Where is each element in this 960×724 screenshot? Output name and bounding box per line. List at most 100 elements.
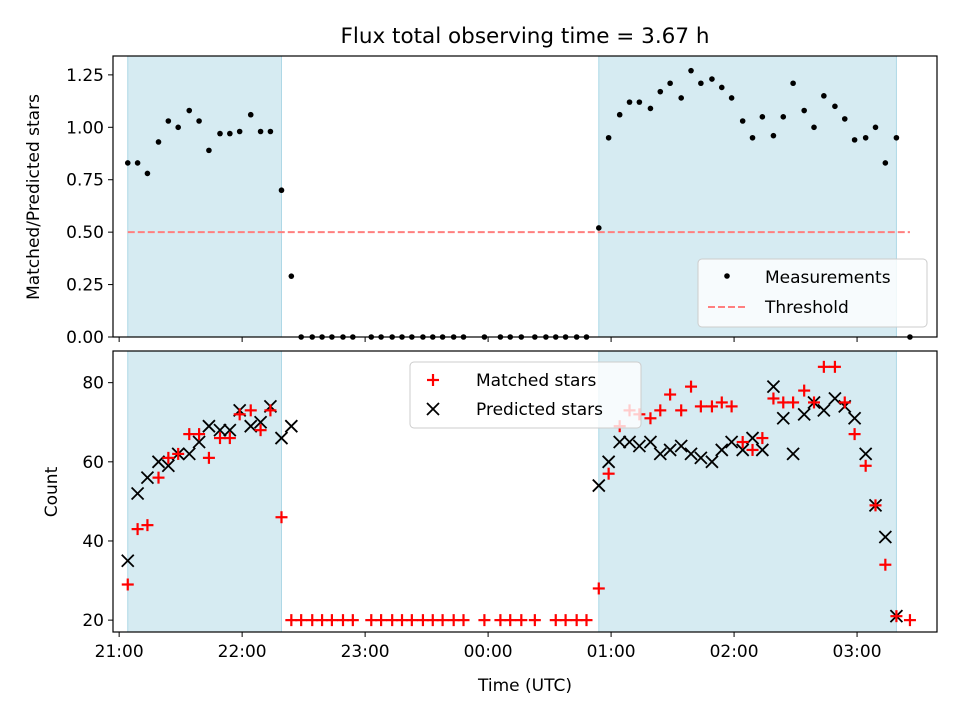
predicted-point-34 — [766, 379, 781, 394]
top-panel: 0.00 0.25 0.50 0.75 1.00 1.25 Matched/Predict… — [24, 55, 938, 348]
matched-point-51 — [685, 380, 698, 393]
matched-point-39 — [559, 614, 572, 627]
top-legend-box — [697, 258, 928, 328]
bottom-panel: 21:00 22:00 23:00 00:00 01:00 02:00 03:00 20 40… — [42, 350, 938, 696]
x-tick-label-2: 23:00 — [341, 642, 390, 662]
measurement-point-44 — [605, 134, 612, 141]
predicted-point-b — [766, 379, 781, 394]
matched-point-65 — [828, 360, 841, 373]
measurement-point-71 — [882, 160, 889, 166]
matched-point-3 — [152, 471, 165, 484]
x-tick-label-5: 02:00 — [710, 642, 759, 662]
top-y-tick-label-0: 0.00 — [66, 328, 104, 348]
measurement-point-1 — [134, 160, 141, 166]
predicted-point-36 — [786, 447, 800, 461]
measurement-point-11 — [236, 128, 243, 135]
measurement-point-51 — [678, 95, 684, 101]
predicted-point-b — [705, 455, 719, 469]
measurement-point-67 — [841, 116, 848, 122]
measurement-point-57 — [739, 118, 746, 124]
matched-point-36 — [515, 614, 528, 627]
matched-point-33 — [478, 614, 491, 627]
matched-point-63 — [808, 396, 821, 409]
bottom-x-ticks: 21:00 22:00 23:00 00:00 01:00 02:00 03:00 — [95, 632, 882, 662]
bottom-shaded-windows — [127, 350, 897, 633]
measurement-point-68 — [851, 137, 858, 143]
bottom-axes-frame — [112, 350, 938, 633]
measurement-point-64 — [811, 124, 817, 131]
matched-point-12 — [244, 404, 257, 417]
predicted-point-33 — [755, 443, 769, 457]
matched-point-68 — [859, 459, 872, 472]
predicted-point-b — [878, 530, 892, 544]
top-y-tick-label-2: 0.50 — [66, 223, 104, 243]
bottom-legend: Matched stars Predicted stars — [409, 361, 642, 429]
measurement-point-16 — [288, 273, 295, 279]
top-axes-frame — [112, 55, 938, 338]
matched-point-61 — [787, 396, 800, 409]
predicted-point-b — [140, 471, 155, 485]
matched-point-27 — [405, 614, 418, 627]
bot-y-tick-label-0: 20 — [82, 611, 104, 631]
bottom-matched-points — [121, 360, 916, 627]
predicted-point-b — [715, 443, 729, 457]
top-y-axis-label: Matched/Predicted stars — [24, 94, 44, 300]
measurement-point-72 — [893, 134, 900, 141]
legend-predicted-marker — [426, 402, 440, 416]
predicted-point-24 — [663, 443, 677, 457]
matched-point-14 — [264, 404, 277, 417]
bottom-y-axis-label: Count — [42, 466, 62, 517]
predicted-point-13 — [253, 415, 268, 429]
measurement-point-62 — [790, 80, 796, 87]
predicted-point-15 — [274, 431, 289, 445]
predicted-point-45 — [878, 530, 892, 544]
legend-matched-label: Matched stars — [476, 371, 596, 391]
predicted-point-35 — [776, 411, 790, 425]
predicted-point-b — [161, 459, 175, 473]
predicted-point-6 — [182, 447, 196, 461]
matched-point-52 — [694, 400, 707, 413]
measurement-point-54 — [709, 76, 715, 82]
matched-point-5 — [172, 447, 185, 460]
bot-y-tick-label-3: 80 — [82, 374, 104, 394]
predicted-point-b — [859, 447, 873, 461]
measurement-point-45 — [616, 111, 623, 118]
x-tick-label-3: 00:00 — [464, 642, 513, 662]
measurement-point-46 — [626, 99, 633, 105]
predicted-point-b — [684, 447, 698, 461]
predicted-point-b — [601, 455, 616, 469]
predicted-point-30 — [724, 435, 739, 449]
measurement-point-15 — [278, 187, 285, 194]
predicted-point-b — [121, 554, 135, 568]
measurement-point-55 — [718, 84, 725, 91]
matched-point-24 — [375, 614, 388, 627]
matched-point-70 — [879, 558, 892, 571]
top-legend: Measurements Threshold — [697, 258, 928, 328]
matched-point-15 — [275, 511, 288, 524]
matched-point-62 — [798, 384, 811, 397]
measurement-point-5 — [175, 124, 181, 131]
predicted-point-b — [847, 411, 862, 425]
predicted-point-b — [253, 415, 268, 429]
predicted-point-37 — [797, 407, 811, 421]
matched-point-58 — [756, 432, 769, 445]
predicted-point-0 — [121, 554, 135, 568]
predicted-point-b — [223, 423, 237, 437]
matched-point-37 — [528, 614, 541, 627]
top-y-ticks: 0.00 0.25 0.50 0.75 1.00 1.25 — [66, 66, 113, 348]
predicted-point-b — [213, 423, 227, 437]
measurement-point-70 — [872, 124, 879, 131]
predicted-point-b — [817, 403, 831, 418]
predicted-point-b — [786, 447, 800, 461]
legend-measurements-label: Measurements — [765, 268, 891, 288]
predicted-point-28 — [705, 455, 719, 469]
predicted-point-17 — [592, 478, 606, 493]
predicted-point-b — [755, 443, 769, 457]
bot-y-tick-label-2: 60 — [82, 453, 104, 473]
bot-y-tick-label-1: 40 — [82, 532, 104, 552]
measurement-point-60 — [770, 132, 777, 139]
matched-point-43 — [602, 467, 615, 480]
measurement-point-53 — [698, 80, 704, 87]
bottom-predicted-points — [121, 379, 904, 623]
